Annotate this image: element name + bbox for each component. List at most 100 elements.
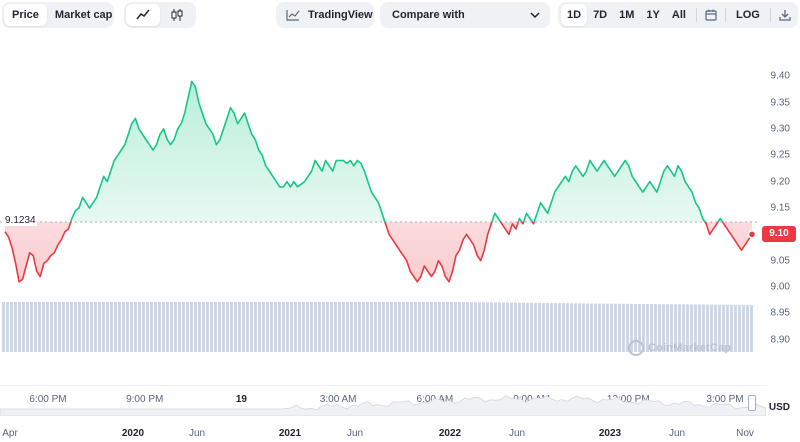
volume-bar: [230, 302, 233, 352]
volume-bar: [386, 302, 389, 352]
price-chart[interactable]: 9.40 9.35 9.30 9.25 9.20 9.15 9.10 9.05 9.00 8.95…: [0, 40, 800, 442]
volume-bar: [662, 304, 665, 352]
navigator-tick-label: Nov: [736, 428, 754, 439]
calendar-icon[interactable]: [701, 4, 721, 26]
volume-bar: [594, 303, 597, 352]
volume-bar: [70, 302, 73, 352]
volume-bar: [382, 302, 385, 352]
volume-bar: [26, 302, 29, 352]
volume-bar: [638, 303, 641, 352]
volume-bar: [14, 302, 17, 352]
volume-bar: [418, 302, 421, 352]
volume-bar: [634, 303, 637, 352]
volume-bar: [138, 302, 141, 352]
volume-bar: [306, 302, 309, 352]
volume-bar: [250, 302, 253, 352]
volume-bar: [714, 304, 717, 352]
y-tick-label: 8.90: [770, 334, 790, 346]
volume-bar: [50, 302, 53, 352]
range-all[interactable]: All: [671, 9, 686, 21]
navigator-tick-label: 2020: [121, 428, 145, 439]
navigator-tick-label: Jun: [188, 428, 206, 439]
volume-bar: [642, 304, 645, 352]
volume-bar: [186, 302, 189, 352]
volume-bar: [414, 302, 417, 352]
volume-bar: [242, 302, 245, 352]
volume-bar: [606, 303, 609, 352]
navigator-handle[interactable]: [748, 395, 756, 411]
download-icon[interactable]: [775, 4, 795, 26]
volume-bar: [98, 302, 101, 352]
volume-bar: [30, 302, 33, 352]
volume-bar: [578, 303, 581, 352]
volume-bar: [466, 302, 469, 352]
volume-bar: [718, 304, 721, 352]
volume-bar: [102, 302, 105, 352]
volume-bar: [22, 302, 25, 352]
volume-bar: [586, 303, 589, 352]
y-tick-label: 9.40: [770, 70, 790, 82]
tradingview-button[interactable]: TradingView: [276, 2, 374, 28]
volume-bar: [442, 302, 445, 352]
volume-bar: [602, 303, 605, 352]
volume-bar: [654, 304, 657, 352]
volume-bar: [378, 302, 381, 352]
volume-bar: [562, 303, 565, 352]
volume-bar: [266, 302, 269, 352]
volume-bar: [174, 302, 177, 352]
volume-bar: [310, 302, 313, 352]
watermark-text: CoinMarketCap: [648, 342, 732, 354]
chevron-down-icon: [530, 12, 540, 18]
range-navigator[interactable]: [0, 385, 766, 416]
volume-bar: [38, 302, 41, 352]
volume-bar: [454, 302, 457, 352]
volume-bar: [538, 302, 541, 352]
volume-bar: [434, 302, 437, 352]
current-price-badge: 9.10: [762, 226, 796, 243]
line-chart-icon[interactable]: [126, 4, 160, 26]
volume-bar: [646, 304, 649, 352]
market-cap-tab[interactable]: Market cap: [54, 9, 113, 21]
volume-bar: [142, 302, 145, 352]
volume-bar: [106, 302, 109, 352]
volume-bar: [570, 303, 573, 352]
volume-bar: [702, 304, 705, 352]
volume-bar: [742, 305, 745, 352]
range-1d[interactable]: 1D: [561, 4, 588, 26]
volume-bar: [370, 302, 373, 352]
volume-bar: [178, 302, 181, 352]
volume-bar: [270, 302, 273, 352]
volume-bar: [406, 302, 409, 352]
price-tab[interactable]: Price: [4, 4, 47, 26]
compare-with-select[interactable]: Compare with: [380, 2, 550, 28]
volume-bar: [474, 302, 477, 352]
range-1y[interactable]: 1Y: [646, 9, 660, 21]
volume-bar: [302, 302, 305, 352]
volume-bar: [698, 304, 701, 352]
volume-bar: [114, 302, 117, 352]
volume-bar: [462, 302, 465, 352]
range-7d[interactable]: 7D: [593, 9, 608, 21]
range-divider: [695, 8, 697, 22]
volume-bar: [438, 302, 441, 352]
volume-bar: [598, 303, 601, 352]
volume-bar: [126, 302, 129, 352]
volume-bar: [498, 302, 501, 352]
candlestick-icon[interactable]: [160, 4, 194, 26]
volume-bar: [738, 304, 741, 352]
range-1m[interactable]: 1M: [619, 9, 635, 21]
volume-bar: [362, 302, 365, 352]
log-scale-toggle[interactable]: LOG: [735, 9, 760, 21]
volume-bar: [290, 302, 293, 352]
volume-bar: [374, 302, 377, 352]
volume-bar: [354, 302, 357, 352]
volume-bar: [694, 304, 697, 352]
currency-label: USD: [768, 402, 790, 413]
volume-bar: [134, 302, 137, 352]
y-tick-label: 9.35: [770, 97, 790, 109]
time-range-selector: 1D 7D 1M 1Y All LOG: [558, 2, 798, 28]
volume-bar: [218, 302, 221, 352]
volume-bar: [234, 302, 237, 352]
volume-bar: [202, 302, 205, 352]
volume-bar: [490, 302, 493, 352]
